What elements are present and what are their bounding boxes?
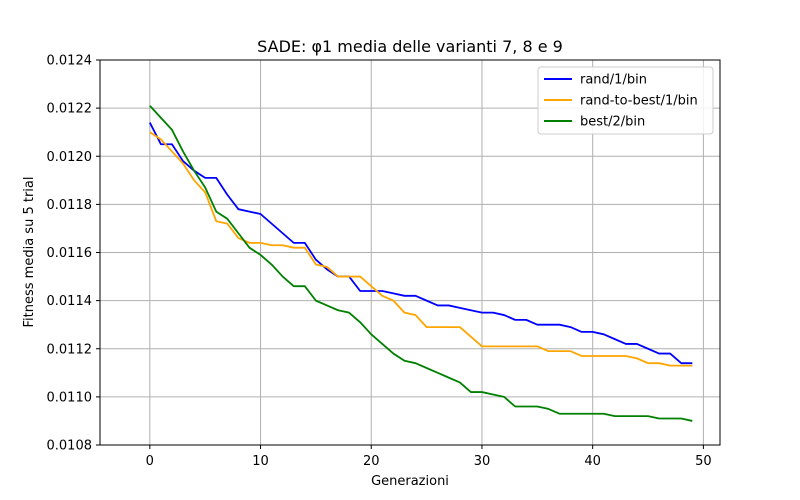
y-tick-label: 0.0120 [47, 150, 93, 165]
y-tick-label: 0.0112 [47, 342, 93, 357]
x-axis: 0 10 20 30 40 50 [146, 445, 712, 469]
legend-label: best/2/bin [580, 115, 645, 130]
x-tick-label: 20 [363, 454, 380, 469]
legend: rand/1/bin rand-to-best/1/bin best/2/bin [537, 66, 714, 135]
y-tick-label: 0.0122 [47, 102, 93, 117]
y-tick-label: 0.0118 [47, 198, 93, 213]
series-line-1 [149, 122, 693, 365]
series-line-2 [149, 131, 693, 367]
y-tick-label: 0.0110 [47, 390, 93, 405]
x-axis-label: Generazioni [371, 474, 449, 489]
x-tick-label: 0 [146, 454, 154, 469]
y-tick-label: 0.0124 [47, 54, 93, 69]
y-axis: 0.0108 0.0110 0.0112 0.0114 0.0116 0.0118 0.01… [47, 54, 100, 454]
series-group [149, 105, 693, 422]
legend-label: rand-to-best/1/bin [580, 94, 698, 109]
y-tick-label: 0.0108 [47, 439, 93, 454]
x-tick-label: 10 [252, 454, 269, 469]
y-tick-label: 0.0114 [47, 294, 93, 309]
legend-label: rand/1/bin [580, 73, 647, 88]
chart-title: SADE: φ1 media delle varianti 7, 8 e 9 [257, 37, 563, 56]
x-tick-label: 40 [584, 454, 601, 469]
series-line-3 [149, 105, 693, 422]
x-tick-label: 30 [474, 454, 491, 469]
x-tick-label: 50 [695, 454, 712, 469]
legend-box [537, 66, 714, 135]
y-tick-label: 0.0116 [47, 246, 93, 261]
y-axis-label: Fitness media su 5 trial [22, 177, 37, 328]
